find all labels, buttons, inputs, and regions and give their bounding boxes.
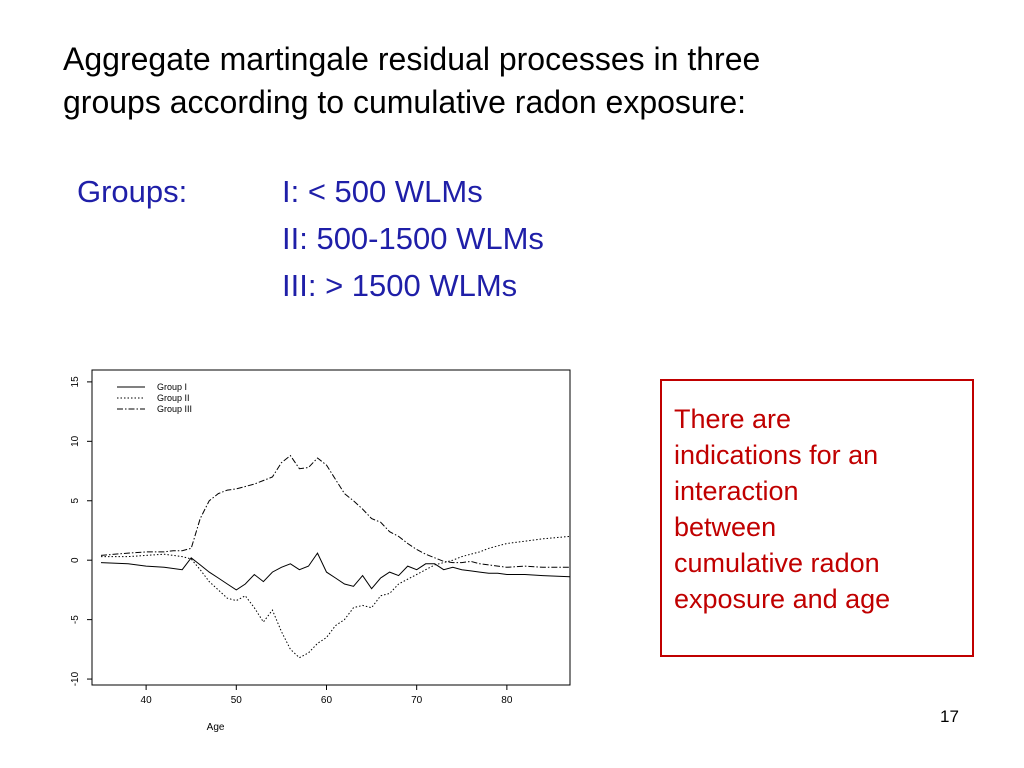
residual-plot: 40 50 60 70 80 -10 -5 0 5 10 15 Age Group I Group II G… (60, 360, 580, 740)
legend-label: Group I (157, 382, 187, 392)
y-tick-label: 5 (70, 498, 81, 504)
series-line-group-iii (100, 454, 570, 568)
interaction-note-box: There are indications for an interaction… (660, 379, 974, 657)
slide-title-line: Aggregate martingale residual processes … (63, 41, 761, 77)
note-line: indications for an (674, 440, 879, 470)
note-line: There are (674, 404, 792, 434)
note-line: cumulative radon (674, 548, 880, 578)
page-number: 17 (940, 707, 959, 726)
x-tick-label: 80 (501, 695, 513, 706)
x-axis-label: Age (207, 722, 225, 733)
plot-frame (91, 369, 571, 686)
y-tick-label: -5 (70, 615, 81, 624)
note-line: between (674, 512, 777, 542)
series-line-group-i (100, 552, 571, 591)
y-tick-label: -10 (70, 671, 81, 686)
y-tick-label: 10 (70, 435, 81, 447)
groups-label: Groups: (77, 174, 188, 209)
series-line-group-ii (101, 535, 571, 659)
note-line: interaction (674, 476, 799, 506)
group-item: III: > 1500 WLMs (282, 268, 518, 303)
x-tick-label: 60 (321, 695, 333, 706)
legend-label: Group II (157, 393, 190, 403)
x-tick-label: 50 (231, 695, 243, 706)
y-tick-label: 0 (70, 557, 81, 563)
x-tick-label: 40 (141, 695, 153, 706)
group-item: II: 500-1500 WLMs (282, 221, 544, 256)
y-tick-label: 15 (70, 376, 81, 388)
group-item: I: < 500 WLMs (282, 174, 483, 209)
legend-label: Group III (157, 404, 192, 414)
x-tick-label: 70 (411, 695, 423, 706)
note-line: exposure and age (674, 584, 891, 614)
slide-title: Aggregate martingale residual processes … (63, 38, 963, 124)
slide-title-line: groups according to cumulative radon exp… (63, 84, 747, 120)
groups-list: I: < 500 WLMs II: 500-1500 WLMs III: > 1… (282, 168, 544, 309)
